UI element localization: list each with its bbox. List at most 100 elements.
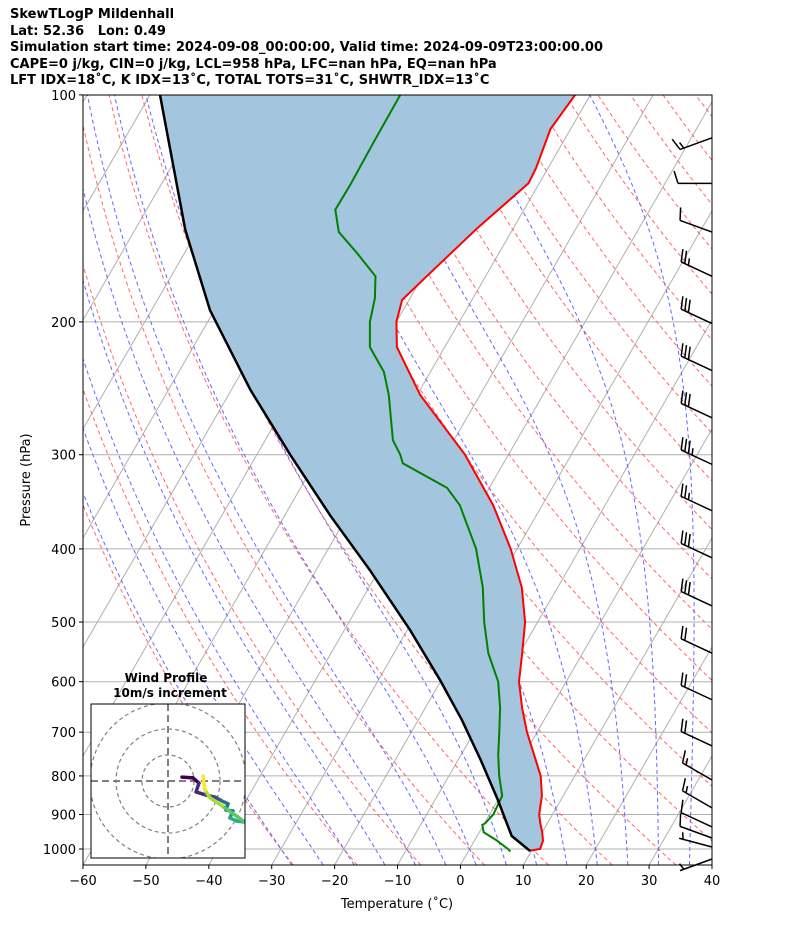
barb-staff <box>680 590 713 607</box>
x-tick-label: 10 <box>515 874 532 889</box>
moist-adiabat-line <box>83 357 355 865</box>
wind-barb <box>680 248 713 277</box>
barb-feather <box>680 248 684 263</box>
moist-adiabat-line <box>83 491 293 865</box>
isotherm-line <box>522 536 712 865</box>
barb-feather <box>687 440 691 454</box>
x-tick-label: 0 <box>456 874 464 889</box>
barb-staff <box>679 137 713 151</box>
x-tick-label: 40 <box>704 874 721 889</box>
hodograph-segment <box>220 804 237 817</box>
isotherm-line <box>334 209 712 865</box>
barb-feather <box>684 485 688 499</box>
temperature-line <box>395 95 576 852</box>
wind-barb <box>680 530 713 559</box>
barb-half-feather <box>687 258 691 266</box>
hodograph-segment <box>208 796 224 808</box>
moist-adiabat-line <box>459 95 660 865</box>
y-tick-label: 900 <box>51 808 76 823</box>
barb-feather <box>684 438 688 452</box>
y-tick-label: 100 <box>51 89 76 104</box>
cin-shading <box>160 95 576 851</box>
time-text: Simulation start time: 2024-09-08_00:00:… <box>10 40 603 55</box>
wind-barb <box>681 778 713 809</box>
dry-adiabat-line <box>83 387 358 865</box>
moist-adiabat-line <box>361 95 629 865</box>
barb-staff <box>680 308 713 325</box>
hodograph-segment <box>180 775 195 780</box>
y-tick-label: 500 <box>51 616 76 631</box>
barb-staff <box>680 495 713 512</box>
x-tick-label: −30 <box>258 874 285 889</box>
wind-barb <box>680 672 713 701</box>
x-tick-label: −20 <box>321 874 348 889</box>
barb-feather <box>681 778 687 792</box>
wind-barb <box>680 437 713 466</box>
wind-barb <box>680 343 713 372</box>
barb-feather <box>684 580 688 594</box>
barb-feather <box>680 390 684 404</box>
barb-staff <box>682 790 713 809</box>
dry-adiabat-line <box>239 95 712 787</box>
x-tick-label: 30 <box>641 874 658 889</box>
barb-feather <box>684 297 688 311</box>
dry-adiabat-line <box>369 95 712 580</box>
indices-text-1: CAPE=0 j/kg, CIN=0 j/kg, LCL=958 hPa, LF… <box>10 57 497 72</box>
wind-barb <box>680 625 713 654</box>
barb-feather <box>684 532 688 546</box>
wind-barbs <box>671 137 713 872</box>
barb-staff <box>680 811 713 828</box>
wind-barb <box>673 170 712 185</box>
dry-adiabat-line <box>304 95 712 682</box>
x-axis-label: Temperature (˚C) <box>340 896 453 912</box>
barb-feather <box>684 344 688 358</box>
chart-title: SkewTLogP Mildenhall <box>10 7 175 22</box>
wind-barb <box>681 750 713 781</box>
barb-feather <box>680 483 684 497</box>
barb-staff <box>679 219 713 233</box>
wind-barb <box>679 813 713 839</box>
hodograph-frame <box>90 703 246 859</box>
moist-adiabat-line <box>286 95 598 865</box>
dry-adiabat-line <box>401 95 712 531</box>
barb-staff <box>682 762 713 781</box>
moist-adiabat-line <box>86 95 447 865</box>
barb-feather <box>680 578 684 592</box>
isotherm-line <box>83 95 88 103</box>
barb-staff <box>680 261 713 277</box>
isotherm-line <box>271 100 712 865</box>
barb-feather <box>687 393 691 407</box>
barb-half-feather <box>691 448 694 456</box>
isotherm-line <box>711 863 712 865</box>
barb-feather <box>687 533 691 547</box>
isotherm-line <box>585 645 712 865</box>
y-tick-label: 700 <box>51 726 76 741</box>
x-tick-label: −40 <box>195 874 222 889</box>
wind-barb <box>680 483 713 512</box>
barb-half-feather <box>685 785 689 794</box>
dry-adiabat-line <box>336 95 712 630</box>
barb-feather <box>679 813 682 827</box>
barb-feather <box>680 437 684 451</box>
barb-staff <box>680 638 713 654</box>
y-tick-label: 400 <box>51 543 76 558</box>
barb-feather <box>679 207 682 221</box>
barb-feather <box>687 346 691 360</box>
dry-adiabat-line <box>728 95 794 865</box>
barb-feather <box>684 720 688 734</box>
wind-barb <box>680 578 713 607</box>
barb-feather <box>680 718 684 732</box>
x-tick-label: −50 <box>132 874 159 889</box>
barb-feather <box>684 674 688 688</box>
hodograph <box>91 704 245 858</box>
axes: −60 −50 −40 −30 −20 −10 0 10 20 30 40 100 200 300 400 5… <box>43 89 720 889</box>
dry-adiabat-line <box>206 95 712 842</box>
barb-feather <box>680 672 684 686</box>
hodograph-segment <box>233 813 245 824</box>
dewpoint-line <box>334 95 512 853</box>
barb-feather <box>680 343 684 357</box>
y-tick-label: 300 <box>51 449 76 464</box>
barb-feather <box>684 627 688 641</box>
hodograph-title: Wind Profile <box>125 671 208 685</box>
